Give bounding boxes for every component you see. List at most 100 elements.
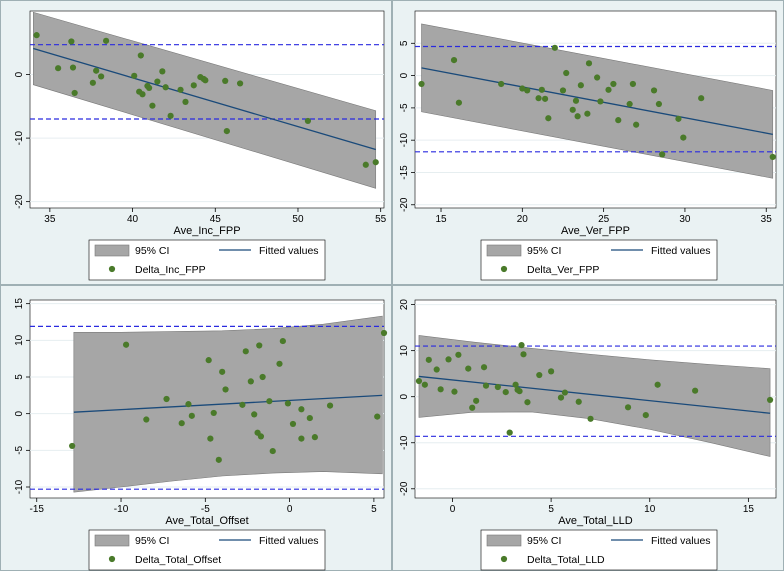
data-point — [650, 87, 658, 94]
data-point — [146, 84, 153, 91]
data-point — [512, 381, 519, 388]
y-tick-label: 0 — [14, 71, 25, 77]
data-point — [242, 348, 249, 355]
data-point — [98, 73, 105, 80]
x-tick-label: 20 — [517, 214, 529, 225]
data-point — [597, 98, 604, 105]
panel-ver-fpp: 15 20 25 30 35 -20 -15 -10 -5 0 5 Ave_Ver_FPP 95% CI… — [392, 0, 784, 285]
data-point — [561, 389, 569, 396]
data-point — [178, 420, 185, 427]
data-point — [69, 442, 76, 450]
data-point — [421, 381, 428, 388]
data-point — [425, 356, 432, 363]
data-point — [445, 356, 452, 363]
data-point — [372, 159, 379, 166]
data-point — [89, 79, 96, 86]
data-point — [326, 402, 334, 409]
data-point — [698, 95, 705, 102]
data-point — [455, 99, 463, 106]
data-point — [766, 396, 774, 404]
data-point — [536, 371, 543, 379]
data-point — [131, 72, 138, 79]
data-point — [154, 78, 161, 85]
data-point — [624, 404, 632, 411]
legend-point-swatch — [500, 265, 508, 273]
data-point — [380, 329, 388, 337]
data-point — [518, 342, 525, 349]
y-tick-label: -5 — [14, 445, 25, 454]
data-point — [185, 401, 192, 408]
fitted-line — [33, 47, 376, 151]
x-axis-title: Ave_Ver_FPP — [561, 225, 630, 237]
legend-ci-swatch — [94, 244, 130, 257]
data-point — [502, 388, 509, 396]
data-point — [222, 386, 229, 393]
data-point — [223, 128, 230, 135]
y-tick-label: 0 — [14, 410, 25, 416]
data-point — [415, 377, 423, 385]
x-axis-title: Ave_Total_Offset — [165, 515, 248, 527]
data-point — [256, 342, 263, 349]
data-point — [498, 80, 505, 88]
data-point — [524, 399, 531, 406]
data-point — [137, 52, 144, 59]
y-tick-label: 10 — [399, 345, 410, 357]
y-tick-label: -5 — [399, 103, 410, 112]
x-tick-label: 15 — [435, 214, 447, 225]
data-point — [469, 404, 476, 411]
data-point — [298, 435, 305, 442]
data-point — [520, 351, 527, 358]
data-point — [418, 80, 425, 88]
data-point — [610, 80, 617, 88]
data-point — [519, 85, 526, 92]
legend-ci-label: 95% CI — [135, 245, 169, 257]
data-point — [311, 434, 318, 441]
data-point — [236, 80, 244, 87]
legend: 95% CI Fitted values Delta_Total_LLD — [480, 529, 718, 571]
data-point — [102, 37, 110, 44]
y-tick-label: 5 — [399, 40, 410, 46]
data-point — [541, 95, 549, 102]
data-point — [298, 406, 305, 413]
data-point — [465, 365, 472, 372]
x-tick-label: 55 — [375, 214, 387, 225]
data-point — [433, 366, 440, 373]
legend-ci-swatch — [94, 534, 130, 547]
x-tick-label: 0 — [287, 504, 293, 515]
legend-point-swatch — [108, 555, 116, 563]
ci-band — [418, 335, 771, 457]
x-tick-label: -15 — [30, 504, 45, 515]
x-tick-label: 35 — [761, 214, 773, 225]
data-point — [506, 429, 513, 436]
data-point — [207, 435, 214, 442]
data-point — [563, 69, 570, 77]
data-point — [769, 153, 776, 161]
legend: 95% CI Fitted values Delta_Ver_FPP — [480, 239, 718, 281]
data-point — [545, 115, 552, 122]
data-point — [69, 64, 77, 71]
data-point — [480, 364, 488, 371]
data-point — [692, 387, 699, 394]
legend-ci-label: 95% CI — [527, 535, 561, 547]
data-point — [167, 112, 174, 119]
data-point — [139, 91, 146, 98]
y-tick-label: 10 — [14, 334, 25, 346]
y-tick-label: 0 — [399, 72, 410, 78]
panel-inc-fpp: 35 40 45 50 55 -20 -10 0 Ave_Inc_FPP 95% CI Fitted… — [0, 0, 392, 285]
data-point — [222, 77, 229, 85]
data-point — [149, 102, 156, 109]
data-point — [182, 98, 189, 105]
data-point — [494, 383, 501, 391]
data-point — [535, 95, 542, 102]
legend-fit-label: Fitted values — [651, 245, 711, 257]
data-point — [482, 382, 490, 389]
data-point — [210, 409, 217, 417]
data-point — [605, 86, 612, 93]
panel-total-lld: 0 5 10 15 -20 -10 0 10 20 Ave_Total_LLD 95% CI Fitt… — [392, 285, 784, 571]
x-tick-label: 5 — [371, 504, 377, 515]
data-point — [215, 456, 222, 463]
fitted-line — [73, 394, 383, 413]
y-tick-label: -10 — [14, 479, 25, 494]
data-point — [633, 121, 640, 128]
